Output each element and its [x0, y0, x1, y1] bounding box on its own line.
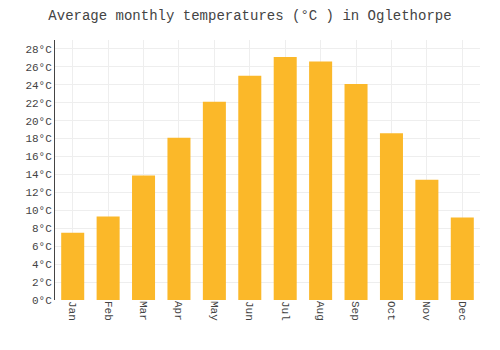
svg-text:May: May [208, 301, 220, 321]
svg-text:26°C: 26°C [25, 62, 52, 74]
svg-text:18°C: 18°C [25, 133, 52, 145]
svg-text:24°C: 24°C [25, 80, 52, 92]
svg-text:4°C: 4°C [32, 259, 52, 271]
svg-text:Aug: Aug [314, 301, 326, 321]
svg-text:0°C: 0°C [32, 295, 52, 307]
svg-text:Nov: Nov [420, 301, 432, 321]
svg-text:14°C: 14°C [25, 169, 52, 181]
svg-text:Average monthly temperatures (: Average monthly temperatures (°C ) in Og… [48, 8, 451, 24]
svg-text:Jan: Jan [66, 301, 78, 321]
svg-text:22°C: 22°C [25, 98, 52, 110]
svg-text:20°C: 20°C [25, 116, 52, 128]
svg-text:Jun: Jun [243, 301, 255, 321]
svg-text:Apr: Apr [172, 301, 184, 321]
svg-text:28°C: 28°C [25, 44, 52, 56]
svg-text:8°C: 8°C [32, 223, 52, 235]
svg-text:10°C: 10°C [25, 205, 52, 217]
svg-text:Mar: Mar [137, 301, 149, 321]
svg-text:16°C: 16°C [25, 151, 52, 163]
svg-text:Feb: Feb [102, 301, 114, 321]
svg-text:Dec: Dec [456, 301, 468, 321]
svg-text:Oct: Oct [385, 301, 397, 321]
svg-text:Sep: Sep [349, 301, 361, 321]
svg-text:6°C: 6°C [32, 241, 52, 253]
svg-text:12°C: 12°C [25, 187, 52, 199]
svg-text:2°C: 2°C [32, 277, 52, 289]
svg-text:Jul: Jul [279, 301, 291, 321]
